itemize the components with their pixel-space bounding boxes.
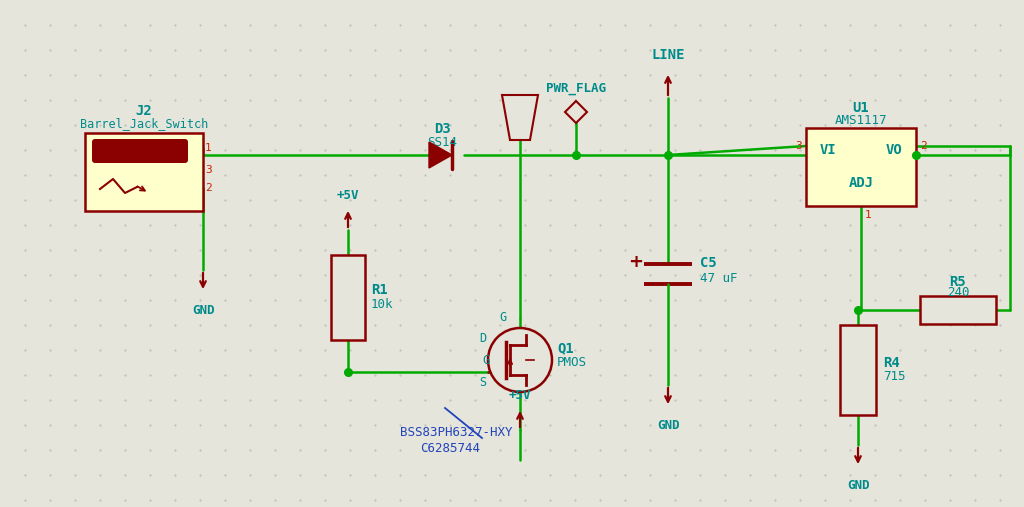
Bar [806, 128, 916, 206]
Text: D3: D3 [433, 122, 451, 136]
Text: +5V: +5V [509, 389, 531, 402]
Text: PWR_FLAG: PWR_FLAG [546, 82, 606, 95]
Text: Barrel_Jack_Switch: Barrel_Jack_Switch [80, 118, 208, 130]
Polygon shape [502, 95, 538, 140]
Text: U1: U1 [853, 101, 869, 115]
Text: 3: 3 [205, 165, 212, 175]
Circle shape [488, 328, 552, 392]
Text: +: + [629, 253, 643, 271]
Text: +5V: +5V [337, 189, 359, 202]
Bar [920, 296, 996, 324]
Text: G: G [482, 353, 490, 367]
Text: C6285744: C6285744 [420, 442, 480, 454]
Text: 1: 1 [205, 143, 212, 153]
Text: R5: R5 [949, 275, 967, 289]
Text: 2: 2 [205, 183, 212, 193]
Text: R1: R1 [371, 283, 388, 298]
Bar [331, 255, 365, 340]
Text: VO: VO [886, 143, 902, 157]
Text: R4: R4 [883, 356, 900, 370]
Text: AMS1117: AMS1117 [835, 114, 887, 127]
Text: GND: GND [656, 419, 679, 432]
Text: V_USB: V_USB [513, 100, 526, 135]
Text: 3: 3 [796, 141, 802, 151]
Text: VI: VI [820, 143, 837, 157]
Text: G: G [499, 311, 506, 324]
Text: GND: GND [847, 479, 869, 492]
Bar [840, 325, 876, 415]
Polygon shape [429, 142, 452, 168]
Text: C5: C5 [700, 256, 717, 270]
Text: 240: 240 [947, 286, 970, 300]
Text: 2: 2 [920, 141, 927, 151]
Text: Q1: Q1 [557, 341, 573, 355]
Text: LINE: LINE [651, 48, 685, 62]
Bar [85, 133, 203, 211]
FancyBboxPatch shape [92, 139, 188, 163]
Text: GND: GND [191, 304, 214, 317]
Text: ADJ: ADJ [849, 176, 873, 190]
Text: D: D [479, 332, 486, 344]
Text: 10k: 10k [371, 298, 393, 311]
Text: S: S [479, 376, 486, 388]
Text: J2: J2 [135, 104, 153, 118]
Polygon shape [565, 101, 587, 123]
Text: 47 uF: 47 uF [700, 272, 737, 284]
Text: SS14: SS14 [427, 135, 457, 149]
Text: BSS83PH6327-HXY: BSS83PH6327-HXY [400, 425, 512, 439]
Text: 1: 1 [865, 210, 871, 220]
Text: PMOS: PMOS [557, 355, 587, 369]
Text: 715: 715 [883, 371, 905, 383]
